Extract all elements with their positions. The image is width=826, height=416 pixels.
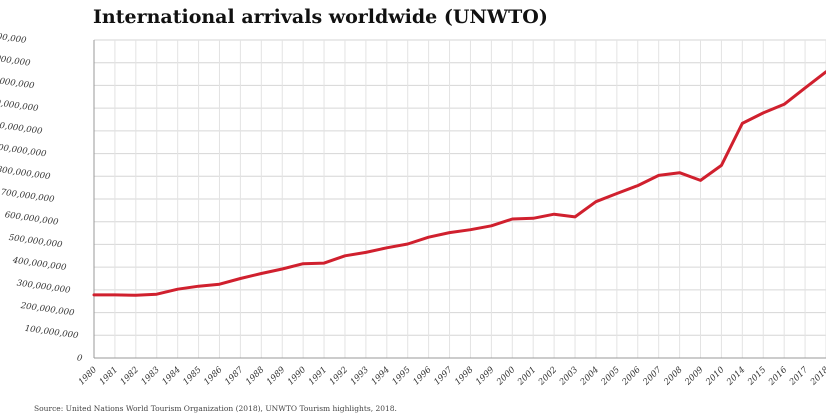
chart-title: International arrivals worldwide (UNWTO)	[93, 6, 548, 28]
x-tick-label: 2017	[787, 365, 810, 388]
x-tick-label: 1986	[202, 365, 225, 388]
x-tick-label: 1990	[286, 365, 309, 388]
chart-source-note: Source: United Nations World Tourism Org…	[34, 404, 397, 413]
y-tick-label: 1,400,000,000	[0, 27, 28, 46]
x-axis-tick-labels: 1980198119821983198419851986198719881989…	[77, 365, 826, 388]
x-tick-label: 1984	[160, 365, 182, 387]
y-tick-label: 1,200,000,000	[0, 73, 36, 92]
y-tick-label: 100,000,000	[24, 324, 80, 342]
x-tick-label: 2005	[599, 365, 622, 388]
x-tick-label: 2009	[683, 365, 706, 388]
x-tick-label: 2002	[536, 365, 559, 388]
x-tick-label: 1995	[390, 365, 412, 387]
y-tick-label: 500,000,000	[8, 233, 64, 251]
y-tick-label: 0	[76, 353, 83, 364]
x-tick-label: 1997	[432, 365, 455, 388]
y-tick-label: 1,100,000,000	[0, 96, 40, 115]
x-tick-label: 1981	[98, 365, 120, 387]
x-tick-label: 1988	[244, 365, 267, 388]
grid-lines	[93, 39, 826, 359]
y-axis-tick-labels: 0 100,000,000 200,000,000 300,000,000 400,00…	[0, 27, 84, 364]
x-tick-label: 2015	[745, 365, 768, 388]
y-tick-label: 600,000,000	[4, 210, 60, 228]
x-tick-label: 2018	[808, 365, 826, 388]
x-tick-label: 2004	[578, 365, 601, 388]
x-tick-label: 1985	[181, 365, 203, 387]
x-tick-label: 1987	[223, 365, 246, 388]
x-tick-label: 2007	[641, 365, 664, 388]
y-tick-label: 900,000,000	[0, 142, 48, 160]
y-tick-label: 1,000,000,000	[0, 118, 44, 137]
x-tick-label: 1989	[265, 365, 288, 388]
y-tick-label: 400,000,000	[11, 256, 68, 274]
x-tick-label: 2003	[557, 365, 580, 388]
x-tick-label: 2010	[703, 365, 726, 388]
x-tick-label: 1992	[328, 365, 350, 387]
x-tick-label: 2001	[515, 365, 538, 388]
series-line	[92, 70, 826, 297]
x-tick-label: 1999	[474, 365, 497, 388]
x-tick-label: 1983	[139, 365, 161, 387]
x-tick-label: 1998	[453, 365, 476, 388]
axes	[93, 40, 826, 359]
x-tick-label: 2014	[724, 365, 747, 388]
x-tick-label: 2016	[766, 365, 789, 388]
y-tick-label: 1,300,000,000	[0, 50, 32, 69]
y-tick-label: 700,000,000	[0, 188, 56, 206]
x-tick-label: 1980	[77, 365, 100, 388]
x-tick-label: 1991	[307, 365, 329, 387]
x-tick-label: 1982	[119, 365, 141, 387]
x-tick-label: 2000	[494, 365, 517, 388]
x-tick-label: 1994	[370, 365, 392, 387]
x-tick-label: 2006	[620, 365, 643, 388]
series-layer	[92, 70, 826, 297]
x-tick-label: 1996	[411, 365, 434, 388]
x-tick-label: 1993	[349, 365, 371, 387]
y-tick-label: 300,000,000	[16, 278, 72, 296]
x-tick-label: 2008	[662, 365, 685, 388]
y-tick-label: 200,000,000	[19, 301, 76, 319]
y-tick-label: 800,000,000	[0, 165, 52, 183]
